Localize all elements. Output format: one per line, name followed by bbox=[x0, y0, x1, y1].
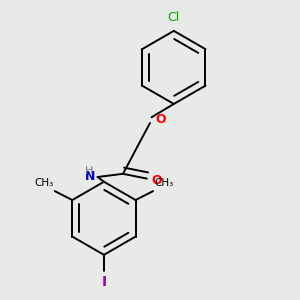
Text: Cl: Cl bbox=[168, 11, 180, 24]
Text: N: N bbox=[85, 169, 95, 182]
Text: H: H bbox=[85, 166, 93, 176]
Text: CH₃: CH₃ bbox=[154, 178, 174, 188]
Text: O: O bbox=[152, 174, 162, 187]
Text: O: O bbox=[156, 113, 166, 126]
Text: CH₃: CH₃ bbox=[34, 178, 53, 188]
Text: I: I bbox=[101, 274, 106, 289]
